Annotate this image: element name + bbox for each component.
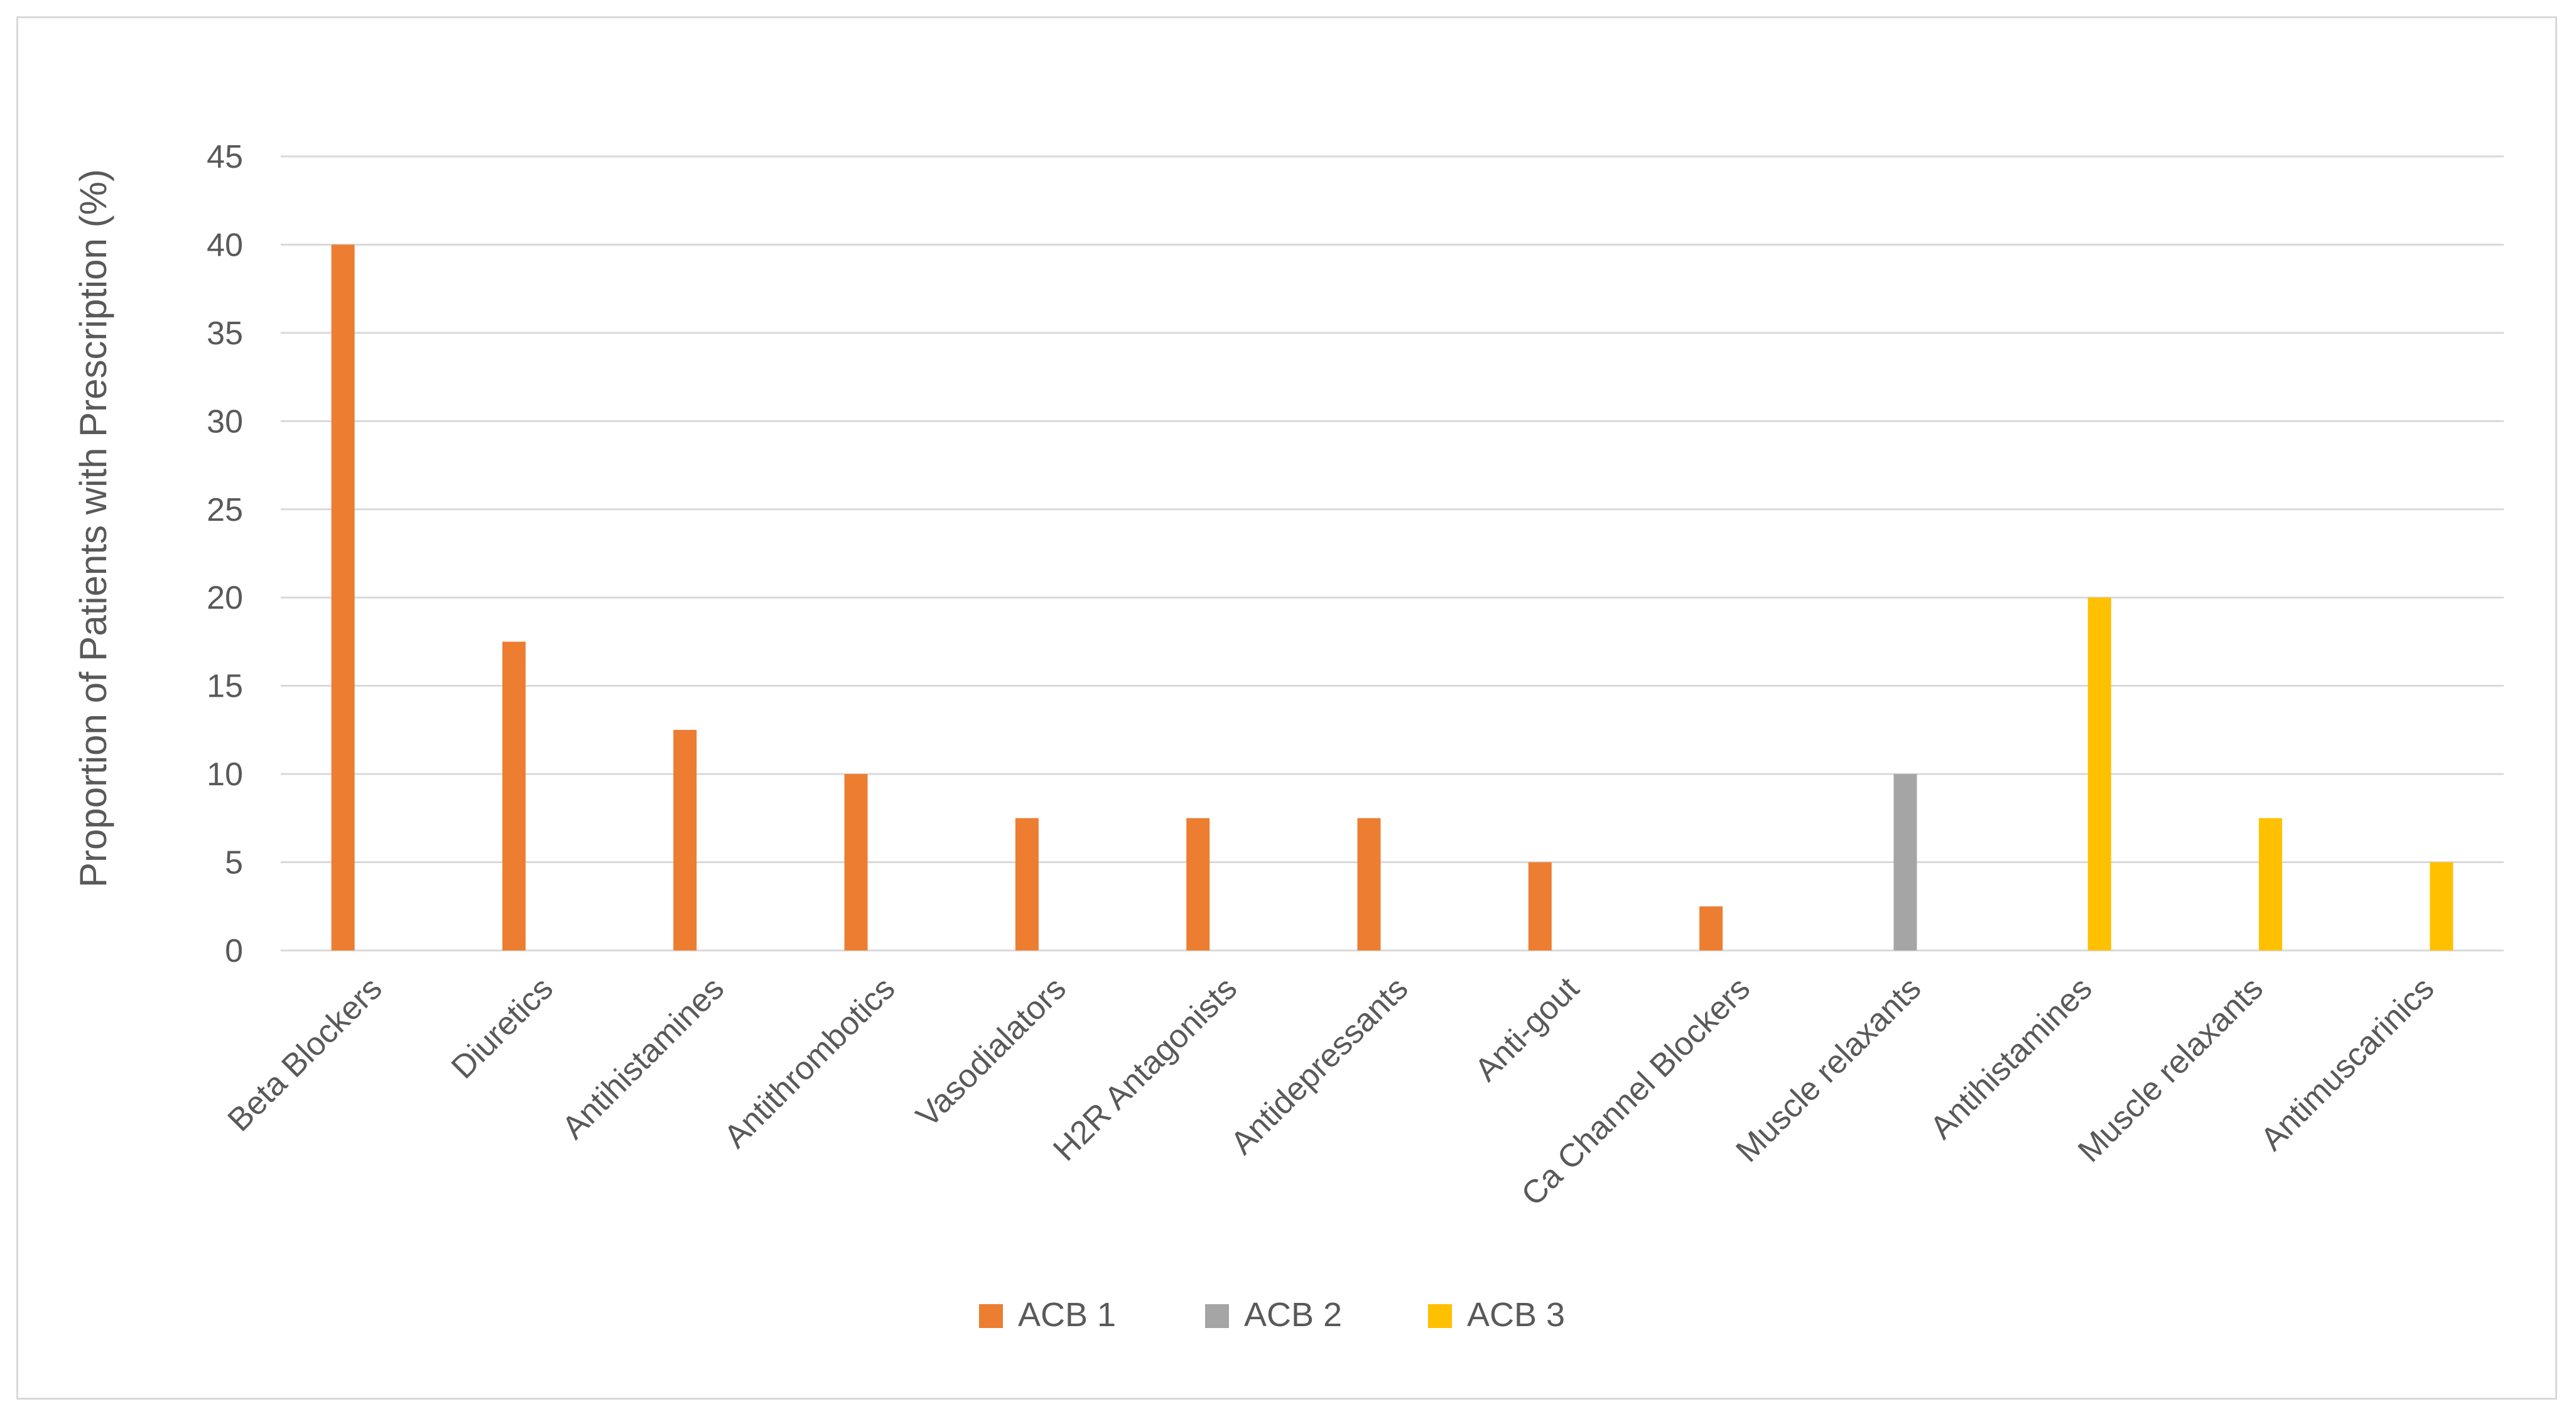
bar-acb-1 — [1699, 906, 1723, 950]
bar-acb-1 — [844, 774, 868, 950]
gridlines — [281, 155, 2504, 952]
bars — [331, 244, 2454, 950]
x-tick-label: Beta Blockers — [221, 970, 389, 1138]
legend-swatch-acb-3 — [1428, 1304, 1452, 1328]
x-tick-label: H2R Antagonists — [1046, 970, 1244, 1168]
bar-acb-1 — [1015, 818, 1039, 950]
y-tick-label: 5 — [225, 845, 243, 881]
y-tick-label: 30 — [207, 403, 243, 440]
x-tick-label: Anti-gout — [1468, 970, 1587, 1089]
legend: ACB 1 ACB 2 ACB 3 — [979, 1296, 1565, 1334]
bar-acb-3 — [2087, 597, 2111, 950]
x-tick-label: Antihistamines — [555, 970, 731, 1146]
x-tick-label: Muscle relaxants — [1729, 970, 1929, 1169]
x-tick-label: Antithrombotics — [717, 970, 902, 1155]
y-tick-label: 20 — [207, 580, 243, 616]
x-tick-label: Vasodialators — [909, 970, 1073, 1134]
bar-acb-1 — [502, 641, 526, 950]
y-axis-title: Proportion of Patients with Prescription… — [72, 169, 114, 888]
y-tick-label: 10 — [207, 756, 243, 793]
bar-acb-3 — [2259, 818, 2283, 950]
x-tick-label: Muscle relaxants — [2071, 970, 2270, 1169]
bar-acb-1 — [331, 244, 355, 950]
bar-chart: 0 5 10 15 20 25 30 35 40 45 Beta Blockers Diuretic… — [72, 139, 2504, 1334]
x-tick-label: Antimuscarinics — [2254, 970, 2441, 1157]
y-tick-label: 35 — [207, 315, 243, 352]
bar-acb-3 — [2430, 862, 2454, 950]
legend-label: ACB 3 — [1467, 1296, 1565, 1334]
x-axis-tick-labels: Beta Blockers DiureticsAntihistaminesAnti… — [221, 970, 2442, 1213]
legend-swatch-acb-1 — [979, 1304, 1003, 1328]
y-tick-label: 25 — [207, 492, 243, 528]
y-axis-tick-labels: 0 5 10 15 20 25 30 35 40 45 — [207, 139, 243, 969]
legend-swatch-acb-2 — [1205, 1304, 1229, 1328]
y-tick-label: 0 — [225, 933, 243, 969]
legend-label: ACB 1 — [1018, 1296, 1116, 1334]
y-tick-label: 15 — [207, 668, 243, 705]
chart-frame: 0 5 10 15 20 25 30 35 40 45 Beta Blockers Diuretic… — [16, 16, 2557, 1400]
y-tick-label: 45 — [207, 139, 243, 175]
x-tick-label: Antidepressants — [1224, 970, 1415, 1162]
bar-acb-1 — [1357, 818, 1381, 950]
bar-acb-1 — [1528, 862, 1552, 950]
x-tick-label: Diuretics — [445, 970, 560, 1086]
bar-acb-1 — [673, 729, 697, 950]
bar-acb-2 — [1893, 774, 1917, 950]
bar-acb-1 — [1186, 818, 1210, 950]
y-tick-label: 40 — [207, 227, 243, 263]
legend-label: ACB 2 — [1244, 1296, 1342, 1334]
x-tick-label: Antihistamines — [1924, 970, 2099, 1146]
